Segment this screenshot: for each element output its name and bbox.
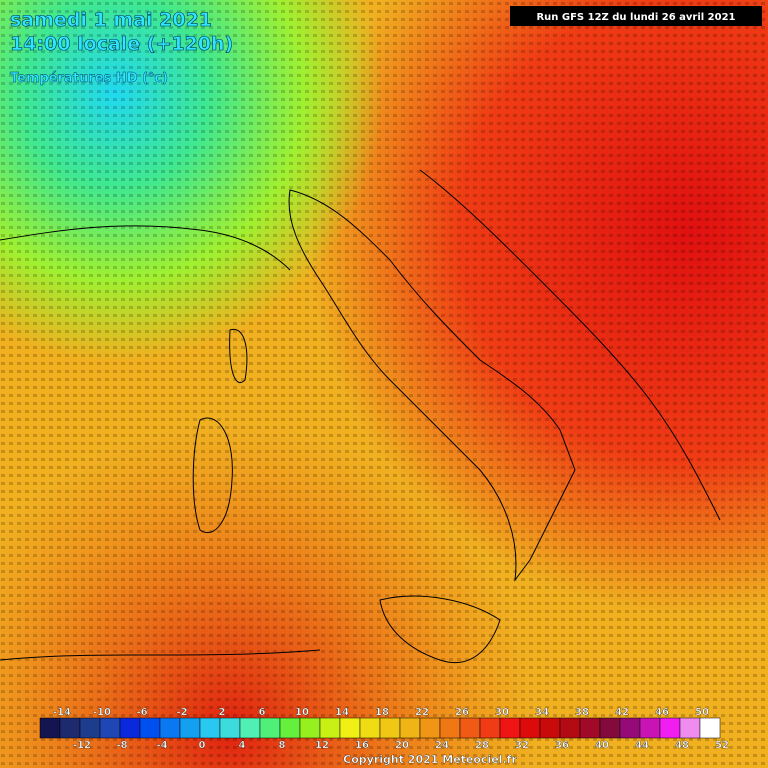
run-info: Run GFS 12Z du lundi 26 avril 2021: [536, 12, 735, 23]
legend-swatch: [279, 717, 301, 739]
legend-swatch: [119, 717, 141, 739]
legend-label: -12: [73, 740, 91, 751]
legend-label: 34: [535, 707, 549, 718]
legend-swatch: [219, 717, 241, 739]
legend-label: 40: [595, 740, 609, 751]
legend-label: 24: [435, 740, 449, 751]
legend-label: 36: [555, 740, 569, 751]
legend-label: 52: [715, 740, 729, 751]
coastline: [379, 595, 501, 664]
legend-swatch: [559, 717, 581, 739]
legend-label: -2: [176, 707, 187, 718]
legend-swatch: [339, 717, 361, 739]
legend-swatch: [599, 717, 621, 739]
legend-label: 6: [259, 707, 266, 718]
legend-swatch: [199, 717, 221, 739]
legend-swatch: [99, 717, 121, 739]
legend-swatch: [379, 717, 401, 739]
legend-swatch: [299, 717, 321, 739]
legend-swatch: [639, 717, 661, 739]
legend-swatch: [419, 717, 441, 739]
legend-swatch: [399, 717, 421, 739]
legend-swatch: [359, 717, 381, 739]
legend-swatch: [499, 717, 521, 739]
coastline: [229, 328, 248, 383]
legend-label: 0: [199, 740, 206, 751]
coastline: [419, 169, 721, 521]
legend-swatch: [619, 717, 641, 739]
legend-label: 16: [355, 740, 369, 751]
legend-label: 4: [239, 740, 246, 751]
legend-label: 46: [655, 707, 669, 718]
coastline: [192, 417, 233, 533]
legend-label: -4: [156, 740, 167, 751]
copyright: Copyright 2021 Meteociel.fr: [343, 753, 517, 766]
legend-swatch: [259, 717, 281, 739]
legend-label: 38: [575, 707, 589, 718]
legend-label: 26: [455, 707, 469, 718]
legend-label: 44: [635, 740, 649, 751]
legend-swatch: [679, 717, 701, 739]
coastline: [288, 189, 576, 582]
legend-swatch: [699, 717, 721, 739]
coastline: [0, 649, 321, 661]
legend-swatch: [239, 717, 261, 739]
legend-swatch: [159, 717, 181, 739]
legend-label: 22: [415, 707, 429, 718]
legend-label: 12: [315, 740, 329, 751]
legend-swatch: [479, 717, 501, 739]
legend-label: 48: [675, 740, 689, 751]
legend-label: -6: [136, 707, 147, 718]
legend-label: -10: [93, 707, 111, 718]
legend-label: 32: [515, 740, 529, 751]
run-box: [510, 6, 762, 26]
legend-swatch: [139, 717, 161, 739]
legend-label: 8: [279, 740, 286, 751]
legend-label: 2: [219, 707, 226, 718]
legend-swatch: [39, 717, 61, 739]
legend: -14 -10 -6 -2 2 6 10 14 18 22 26 30 34 38 42 46 50-12 -8-…: [39, 707, 729, 751]
legend-swatch: [439, 717, 461, 739]
legend-label: -14: [53, 707, 71, 718]
legend-label: 30: [495, 707, 509, 718]
legend-swatch: [79, 717, 101, 739]
legend-label: 10: [295, 707, 309, 718]
legend-swatch: [319, 717, 341, 739]
legend-label: 18: [375, 707, 389, 718]
legend-swatch: [539, 717, 561, 739]
date-title: samedi 1 mai 2021: [10, 9, 212, 31]
legend-swatch: [179, 717, 201, 739]
legend-swatch: [519, 717, 541, 739]
legend-label: 28: [475, 740, 489, 751]
legend-label: -8: [116, 740, 127, 751]
legend-label: 42: [615, 707, 629, 718]
parameter-title: Températures HD (°c): [10, 71, 168, 86]
legend-label: 14: [335, 707, 349, 718]
legend-swatch: [579, 717, 601, 739]
coastline: [0, 225, 291, 271]
legend-label: 50: [695, 707, 709, 718]
legend-swatch: [459, 717, 481, 739]
legend-swatch: [659, 717, 681, 739]
legend-swatch: [59, 717, 81, 739]
legend-label: 20: [395, 740, 409, 751]
time-title: 14:00 locale (+120h): [10, 33, 233, 55]
